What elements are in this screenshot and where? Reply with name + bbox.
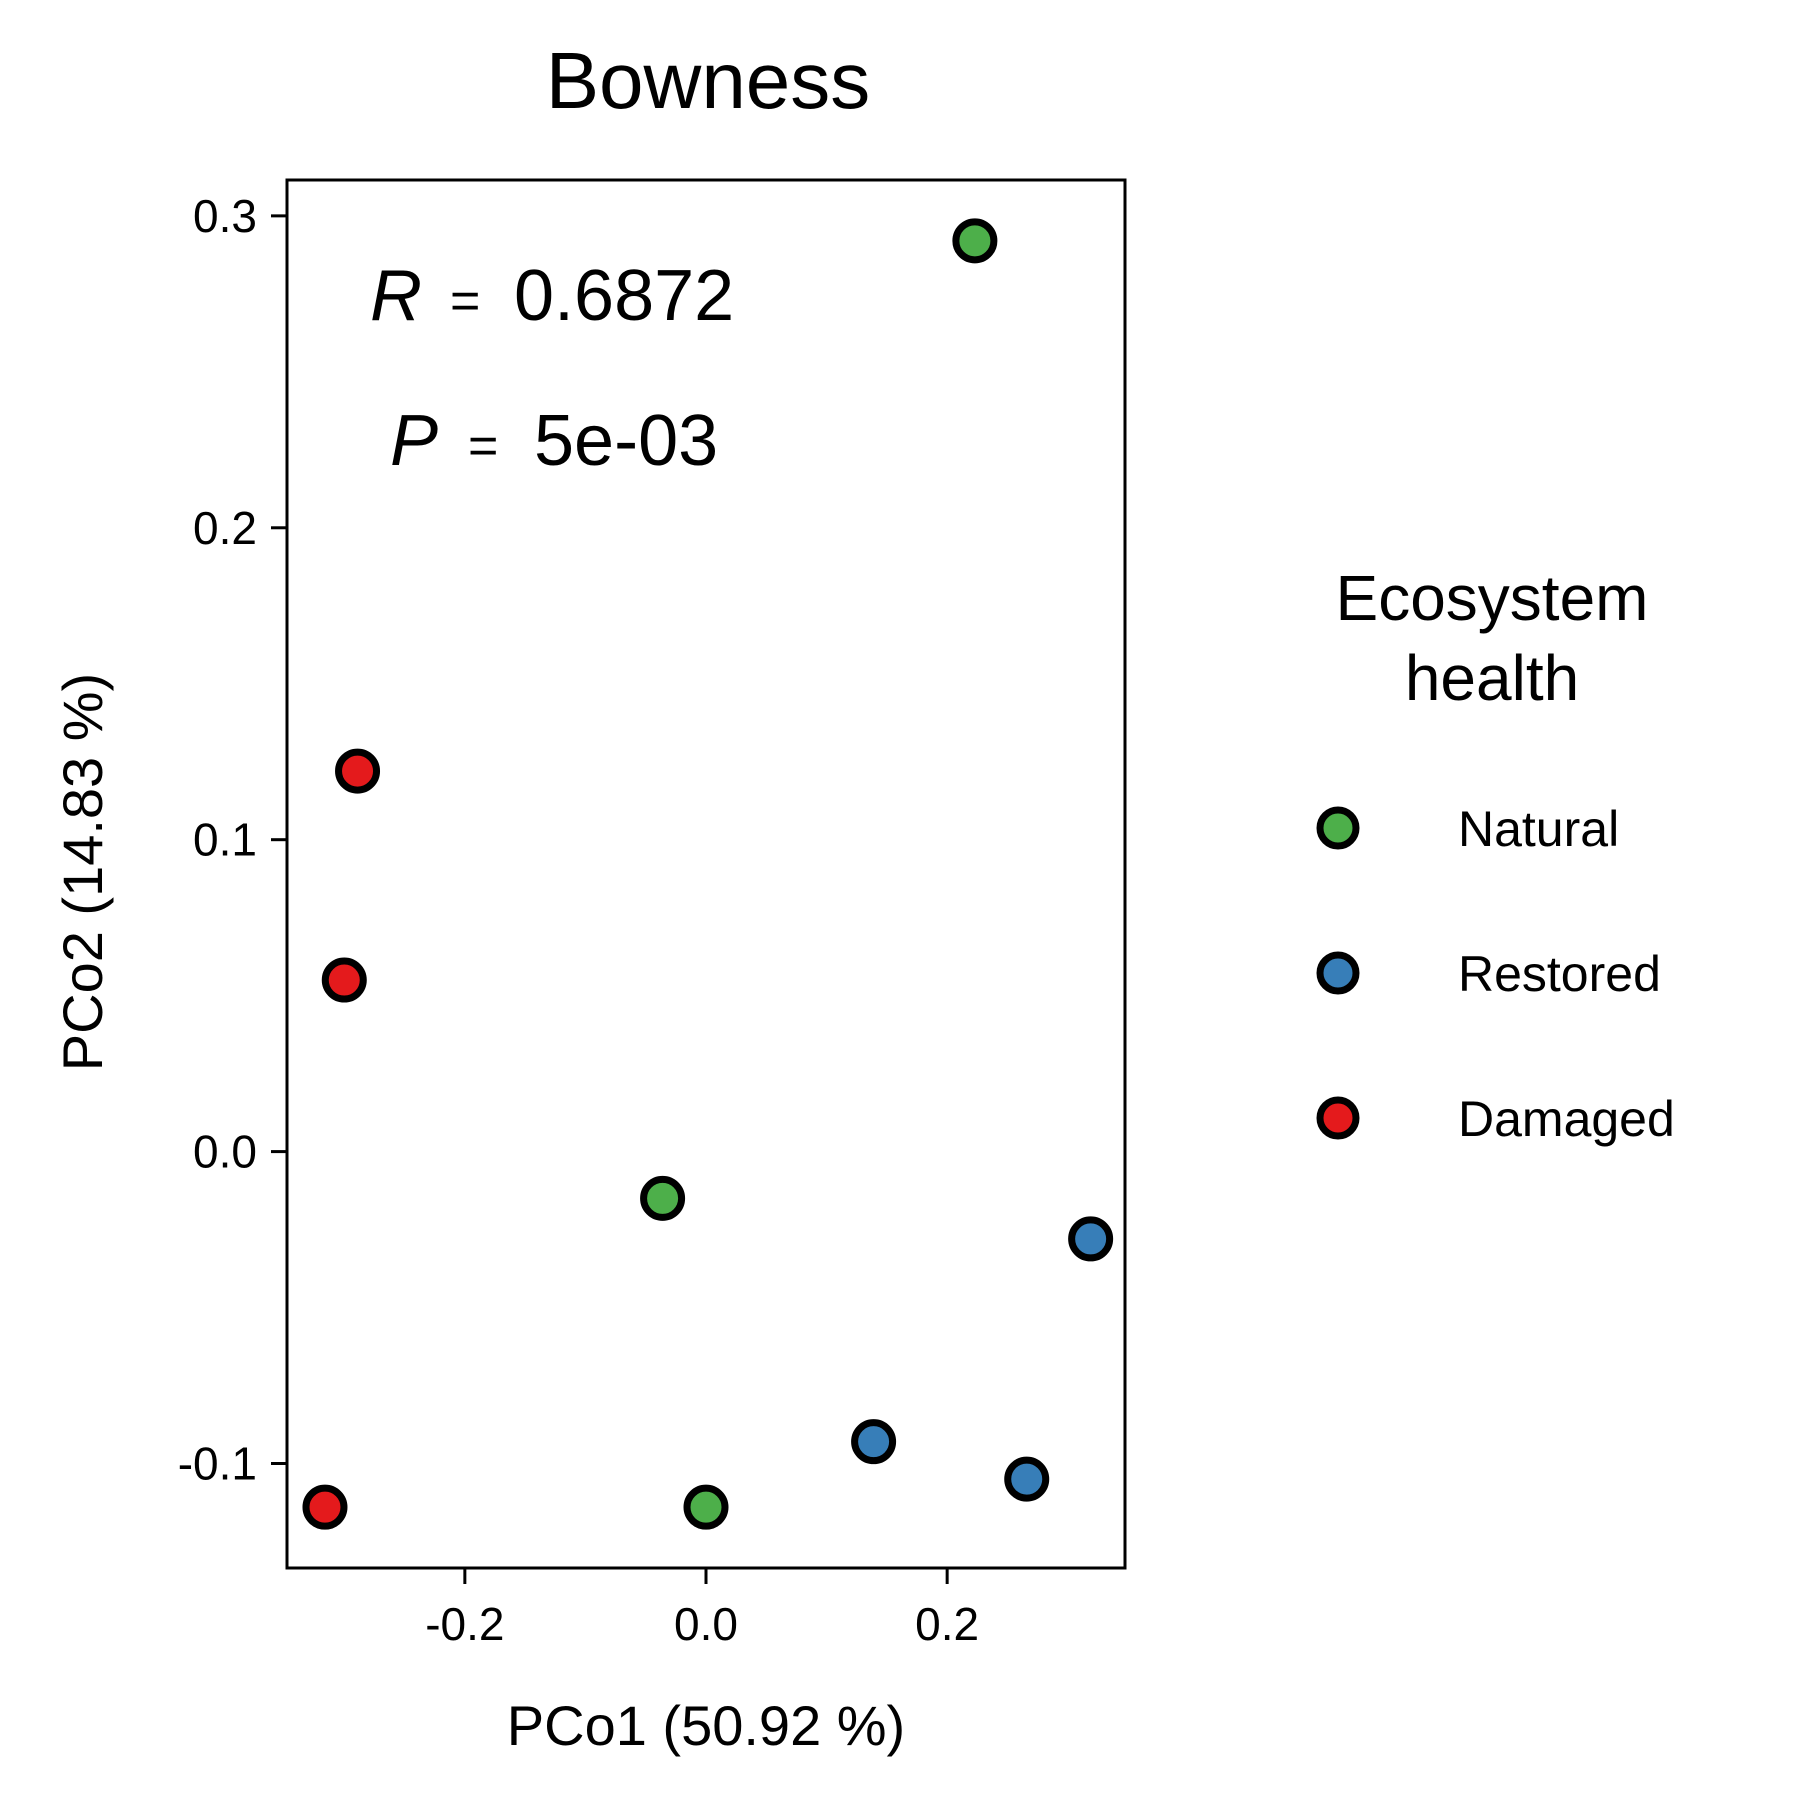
chart-title: Bowness [546,36,871,125]
r-statistic: R = 0.6872 [370,256,734,336]
x-tick-label: 0.2 [915,1598,979,1650]
y-tick-label: 0.2 [193,502,257,554]
plot-frame [285,178,1127,1570]
r-equals: = [450,272,480,330]
data-point-natural [640,1175,686,1221]
legend-title-line2: health [1405,642,1579,714]
y-tick-label: 0.3 [193,190,257,242]
legend-label-natural: Natural [1458,801,1619,857]
x-axis: -0.2 0.0 0.2 [425,1568,979,1650]
x-axis-label: PCo1 (50.92 %) [507,1694,905,1757]
data-point-restored [1068,1216,1114,1262]
y-tick-label: 0.1 [193,814,257,866]
data-point-restored [851,1419,897,1465]
data-point-damaged [335,748,381,794]
legend-marker-restored [1316,951,1360,995]
legend-label-damaged: Damaged [1458,1091,1675,1147]
p-value: 5e-03 [534,401,718,481]
data-point-damaged [321,957,367,1003]
legend: Ecosystem health Natural Restored Damaged [1316,562,1675,1147]
data-point-restored [1004,1456,1050,1502]
y-tick-label: -0.1 [178,1438,257,1490]
x-tick-label: -0.2 [425,1598,504,1650]
legend-marker-natural [1316,806,1360,850]
r-symbol: R [370,256,422,336]
legend-marker-damaged [1316,1096,1360,1140]
legend-label-restored: Restored [1458,946,1661,1002]
r-value: 0.6872 [514,256,734,336]
legend-items: Natural Restored Damaged [1316,801,1675,1147]
data-point-natural [683,1484,729,1530]
p-symbol: P [390,401,438,481]
data-point-damaged [302,1484,348,1530]
legend-title-line1: Ecosystem [1336,562,1649,634]
p-statistic: P = 5e-03 [390,401,718,481]
data-point-natural [952,218,998,264]
y-axis: -0.1 0.0 0.1 0.2 0.3 [178,190,287,1490]
x-tick-label: 0.0 [674,1598,738,1650]
y-axis-label: PCo2 (14.83 %) [51,673,114,1071]
p-equals: = [468,417,498,475]
y-tick-label: 0.0 [193,1126,257,1178]
scatter-points [302,218,1114,1530]
